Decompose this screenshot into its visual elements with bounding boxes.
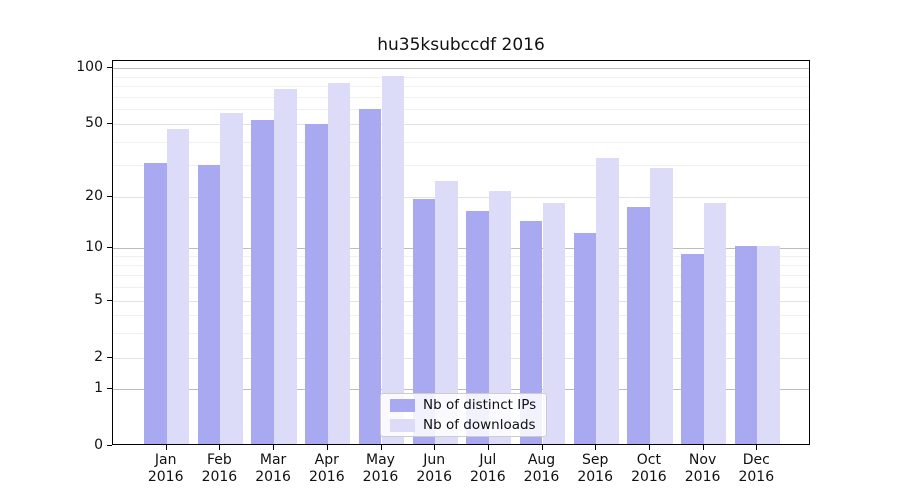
bar-downloads (649, 168, 673, 444)
x-tick-mark (648, 445, 650, 450)
x-tick-mark (219, 445, 221, 450)
legend-swatch (390, 398, 415, 412)
major-gridline (113, 68, 809, 69)
legend-label: Nb of distinct IPs (423, 397, 537, 413)
bar-downloads (220, 112, 244, 444)
minor-gridline (113, 314, 809, 316)
chart-title: hu35ksubccdf 2016 (377, 35, 545, 55)
x-tick-label: Feb 2016 (201, 452, 238, 485)
bar-distinct-ips (358, 108, 382, 444)
major-gridline (113, 389, 809, 390)
y-tick-label: 2 (94, 349, 103, 365)
mid-gridline (113, 358, 809, 359)
bar-downloads (596, 157, 619, 444)
minor-gridline (113, 86, 809, 87)
x-tick-mark (702, 445, 704, 450)
bar-distinct-ips (144, 162, 167, 444)
mid-gridline (113, 124, 809, 125)
bar-distinct-ips (519, 221, 543, 444)
major-gridline (113, 248, 809, 249)
y-tick-label: 0 (94, 437, 103, 453)
x-tick-label: Mar 2016 (255, 452, 291, 485)
minor-gridline (113, 164, 809, 166)
legend-entry-distinct-ips: Nb of distinct IPs (390, 397, 537, 413)
x-tick-label: Oct 2016 (631, 452, 667, 485)
bar-distinct-ips (251, 120, 275, 444)
minor-gridline (113, 109, 809, 111)
x-tick-mark (326, 445, 328, 450)
x-tick-mark (487, 445, 489, 450)
legend-swatch (390, 418, 415, 432)
bar-downloads (488, 191, 512, 444)
y-tick-mark (107, 445, 112, 446)
mid-gridline (113, 197, 809, 198)
legend-entry-downloads: Nb of downloads (390, 417, 537, 433)
bar-downloads (435, 180, 458, 444)
y-tick-mark (107, 196, 112, 197)
y-tick-mark (107, 388, 112, 389)
x-tick-label: Aug 2016 (523, 452, 560, 485)
legend: Nb of distinct IPs Nb of downloads (380, 393, 547, 437)
y-tick-mark (107, 357, 112, 358)
x-tick-label: Sep 2016 (577, 452, 613, 485)
minor-gridline (113, 76, 809, 78)
y-tick-mark (107, 300, 112, 301)
x-tick-mark (595, 445, 597, 450)
y-tick-mark (107, 247, 112, 248)
y-tick-mark (107, 123, 112, 124)
x-tick-mark (165, 445, 167, 450)
minor-gridline (113, 287, 809, 289)
mid-gridline (113, 301, 809, 302)
bar-downloads (703, 202, 727, 444)
minor-gridline (113, 265, 809, 267)
y-tick-label: 1 (94, 380, 103, 396)
x-tick-label: Jun 2016 (416, 452, 452, 485)
bar-distinct-ips (573, 232, 597, 444)
x-tick-mark (434, 445, 436, 450)
legend-label: Nb of downloads (423, 417, 536, 433)
x-tick-mark (273, 445, 275, 450)
minor-gridline (113, 275, 809, 277)
minor-gridline (113, 96, 809, 98)
x-tick-mark (541, 445, 543, 450)
y-tick-label: 10 (85, 239, 103, 255)
bar-distinct-ips (197, 165, 221, 444)
x-tick-label: Apr 2016 (308, 452, 345, 485)
y-tick-label: 50 (85, 115, 103, 131)
y-tick-label: 5 (94, 292, 103, 308)
minor-gridline (113, 141, 809, 143)
y-tick-label: 100 (76, 59, 103, 75)
bar-distinct-ips (305, 123, 328, 444)
x-tick-label: May 2016 (362, 452, 399, 485)
x-tick-label: Nov 2016 (684, 452, 721, 485)
bar-distinct-ips (412, 198, 436, 444)
bar-downloads (542, 202, 566, 444)
bar-downloads (757, 246, 780, 444)
x-tick-mark (756, 445, 758, 450)
x-tick-label: Dec 2016 (738, 452, 775, 485)
minor-gridline (113, 332, 809, 334)
bar-downloads (166, 128, 190, 444)
y-tick-mark (107, 67, 112, 68)
x-tick-mark (380, 445, 382, 450)
bar-downloads (327, 83, 351, 444)
minor-gridline (113, 256, 809, 258)
bar-distinct-ips (680, 254, 704, 444)
y-tick-label: 20 (85, 188, 103, 204)
bar-downloads (381, 76, 405, 444)
bar-distinct-ips (466, 211, 489, 444)
bar-distinct-ips (627, 207, 650, 444)
plot-area (112, 60, 810, 445)
bar-downloads (274, 89, 297, 444)
x-tick-label: Jan 2016 (147, 452, 184, 485)
x-tick-label: Jul 2016 (469, 452, 506, 485)
bar-distinct-ips (734, 246, 758, 444)
